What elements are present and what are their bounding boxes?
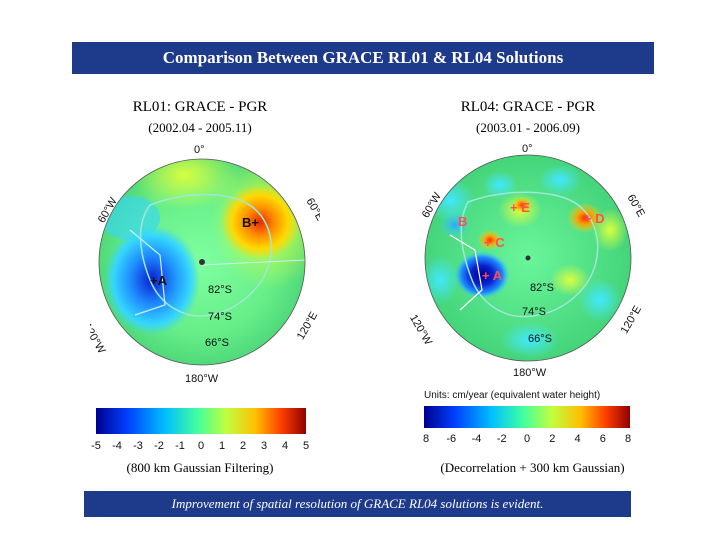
right-scale-tick-label: 4: [574, 433, 580, 445]
right-caption: (Decorrelation + 300 km Gaussian): [440, 460, 625, 475]
right-label-lat1: 82°S: [530, 282, 554, 294]
right-scale-tick-label: -2: [497, 433, 507, 445]
footer-bar: Improvement of spatial resolution of GRA…: [84, 491, 631, 517]
left-map: 0° 180°W 60°W 60°E 120°W 120°E 82°S 74°S…: [90, 144, 320, 385]
left-scale-tick-label: -4: [112, 440, 122, 452]
left-label-lat1: 82°S: [208, 284, 232, 296]
left-scale-tick-label: 5: [303, 440, 309, 452]
page-title: Comparison Between GRACE RL01 & RL04 Sol…: [162, 48, 564, 67]
right-label-top: 0°: [522, 143, 533, 155]
left-scale-tick-label: 0: [198, 440, 204, 452]
right-point-c: + C: [484, 235, 505, 250]
left-point-b: B+: [242, 215, 259, 230]
right-panel-title: RL04: GRACE - PGR: [460, 99, 596, 115]
right-map: 0° 180°W 60°W 60°E 120°W 120°E 82°S 74°S…: [410, 143, 645, 379]
left-scale-tick-label: 1: [219, 440, 225, 452]
left-caption: (800 km Gaussian Filtering): [126, 460, 274, 475]
left-scale-tick-label: -5: [91, 440, 101, 452]
right-label-bottom: 180°W: [513, 367, 547, 379]
right-label-right: 60°E: [625, 192, 645, 219]
right-point-d: + D: [584, 211, 605, 226]
right-scale-tick-label: -6: [446, 433, 456, 445]
left-label-lower-left: 120°W: [90, 321, 108, 356]
left-scale-tick-label: 4: [282, 440, 288, 452]
left-scale-tick-label: 2: [240, 440, 246, 452]
right-label-lat3: 66°S: [528, 333, 552, 345]
left-scale-tick-label: 3: [261, 440, 267, 452]
right-scale-tick-label: 2: [549, 433, 555, 445]
right-point-b: B: [458, 214, 467, 229]
left-color-scale: -5 -4 -3 -2 -1 0 1 2 3 4 5: [91, 408, 309, 452]
right-scale-tick-label: 8: [625, 433, 631, 445]
right-units-label: Units: cm/year (equivalent water height): [424, 390, 600, 401]
left-scale-tick-label: -3: [133, 440, 143, 452]
right-label-lower-left: 120°W: [410, 313, 434, 348]
left-label-lat3: 66°S: [205, 337, 229, 349]
left-label-lower-right: 120°E: [295, 310, 320, 342]
left-label-right: 60°E: [304, 196, 320, 223]
left-panel-period: (2002.04 - 2005.11): [148, 120, 252, 135]
page-title-bar: Comparison Between GRACE RL01 & RL04 Sol…: [72, 42, 654, 74]
right-scale-tick-label: 6: [600, 433, 606, 445]
right-scale-tick-label: -4: [472, 433, 482, 445]
left-scale-tick-label: -1: [175, 440, 185, 452]
left-panel-title: RL01: GRACE - PGR: [132, 99, 268, 115]
right-point-e: + E: [510, 200, 530, 215]
right-label-lower-right: 120°E: [619, 304, 644, 336]
left-label-top: 0°: [194, 144, 205, 156]
left-label-lat2: 74°S: [208, 311, 232, 323]
left-point-a: +A: [150, 273, 168, 288]
right-color-scale: Units: cm/year (equivalent water height)…: [423, 390, 631, 445]
left-label-bottom: 180°W: [185, 373, 219, 385]
right-scale-tick-label: 0: [524, 433, 530, 445]
right-panel-period: (2003.01 - 2006.09): [476, 120, 580, 135]
left-scale-tick-label: -2: [154, 440, 164, 452]
right-scale-tick-label: 8: [423, 433, 429, 445]
right-label-lat2: 74°S: [522, 306, 546, 318]
right-point-a: + A: [482, 268, 503, 283]
footer-text: Improvement of spatial resolution of GRA…: [171, 496, 544, 511]
